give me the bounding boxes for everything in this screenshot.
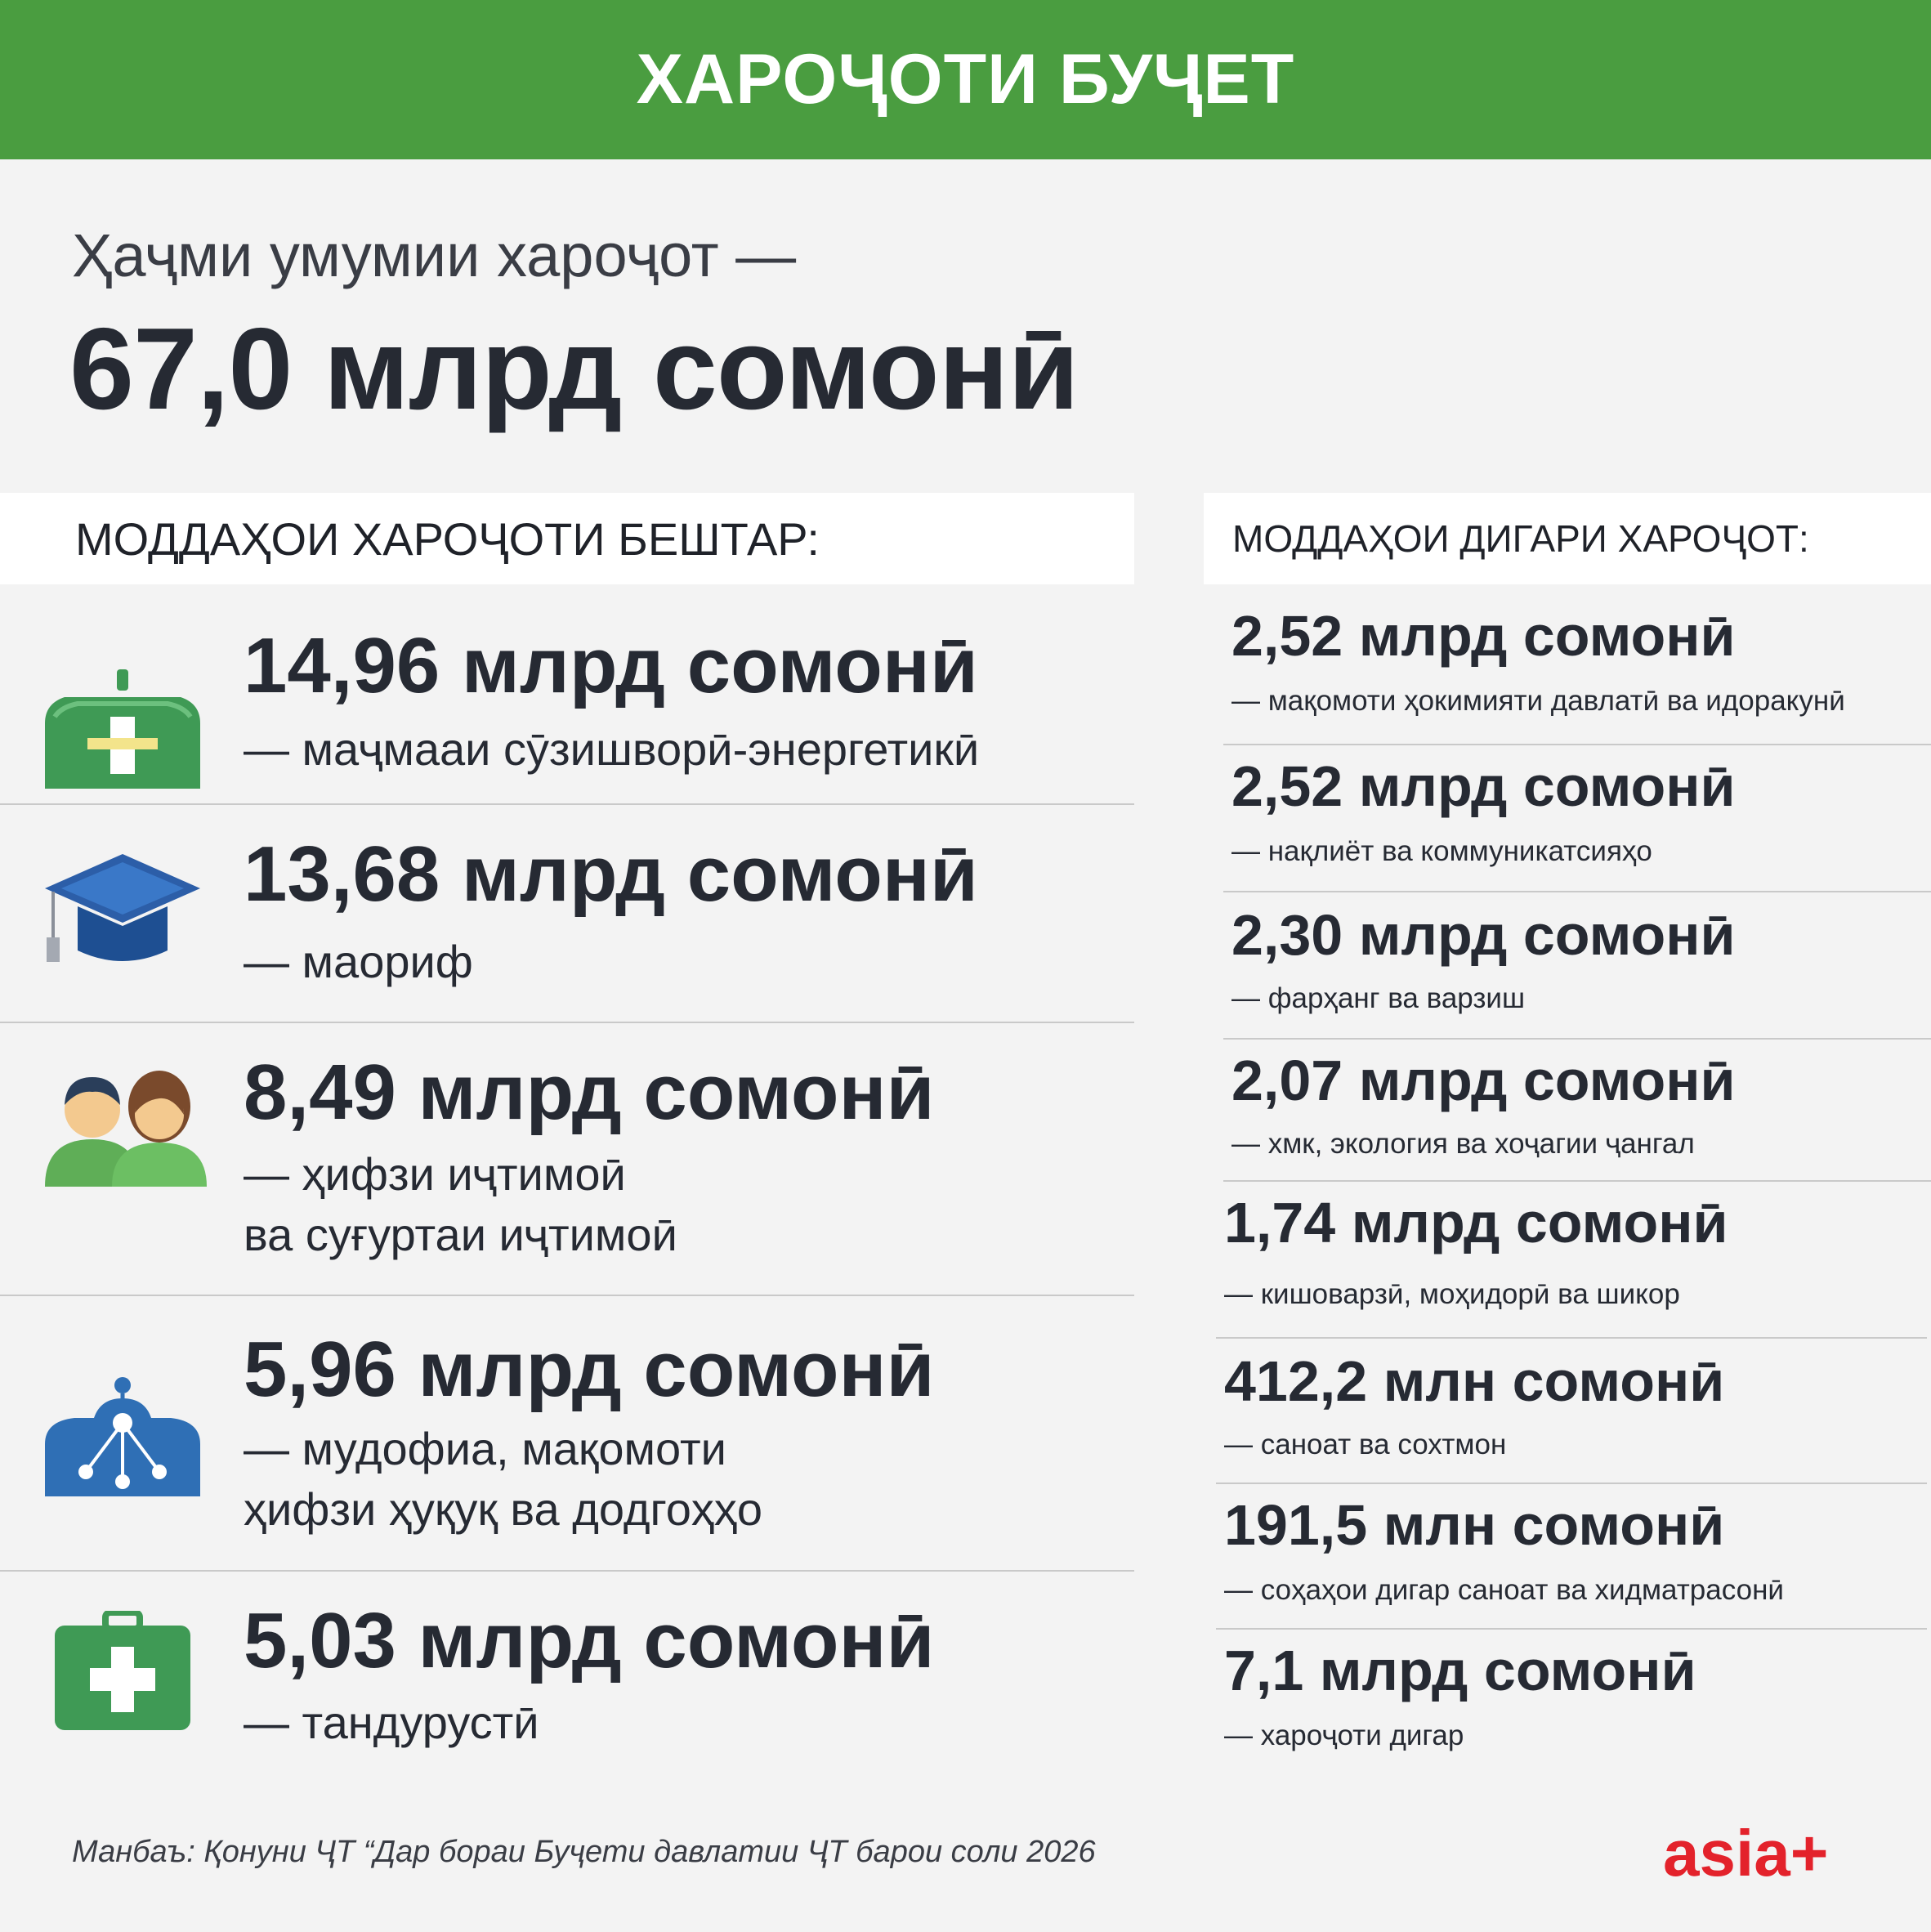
item-value: 8,49 млрд сомонӣ	[244, 1049, 935, 1136]
item-value: 191,5 млн сомонӣ	[1224, 1493, 1725, 1557]
item-description-line2: ҳифзи ҳуқуқ ва додгоҳҳо	[244, 1483, 763, 1535]
other-section-heading: МОДДАҲОИ ДИГАРИ ХАРОҶОТ:	[1232, 517, 1809, 560]
graduation-cap-icon	[45, 854, 200, 962]
item-description: — нақлиёт ва коммуникатсияҳо	[1231, 835, 1652, 867]
main-item: 13,68 млрд сомонӣ — маориф	[0, 805, 1134, 1023]
total-label: Ҳаҷми умумии хароҷот —	[72, 221, 797, 289]
item-description: — хароҷоти дигар	[1224, 1720, 1464, 1751]
item-description: — фарҳанг ва варзиш	[1231, 982, 1526, 1014]
item-description: — маҷмааи сӯзишворӣ-энергетикӣ	[244, 723, 980, 775]
item-value: 14,96 млрд сомонӣ	[244, 622, 978, 709]
main-item: 5,96 млрд сомонӣ — мудофиа, мақомоти ҳиф…	[0, 1296, 1134, 1572]
page-title: ХАРОҶОТИ БУҶЕТ	[636, 40, 1295, 119]
item-value: 2,52 млрд сомонӣ	[1231, 604, 1736, 668]
item-value: 2,30 млрд сомонӣ	[1231, 903, 1736, 967]
item-description: — хмк, экология ва хоҷагии ҷангал	[1231, 1128, 1695, 1160]
item-description: — мақомоти ҳокимияти давлатӣ ва идоракун…	[1231, 685, 1845, 717]
other-item: 2,07 млрд сомонӣ — хмк, экология ва хоҷа…	[1223, 1040, 1931, 1182]
item-description: — маориф	[244, 936, 473, 987]
item-description-line2: ва суғуртаи иҷтимоӣ	[244, 1209, 677, 1260]
other-item: 2,52 млрд сомонӣ — мақомоти ҳокимияти да…	[1223, 588, 1931, 745]
main-item: 8,49 млрд сомонӣ — ҳифзи иҷтимоӣ ва суғу…	[0, 1023, 1134, 1296]
item-value: 5,96 млрд сомонӣ	[244, 1326, 935, 1413]
item-description: — соҳаҳои дигар саноат ва хидматрасонӣ	[1224, 1574, 1784, 1606]
item-value: 1,74 млрд сомонӣ	[1224, 1191, 1728, 1254]
energy-case-icon	[45, 669, 200, 789]
item-value: 7,1 млрд сомонӣ	[1224, 1639, 1696, 1702]
other-item: 412,2 млн сомонӣ — саноат ва сохтмон	[1216, 1339, 1927, 1484]
main-item: 14,96 млрд сомонӣ — маҷмааи сӯзишворӣ-эн…	[0, 584, 1134, 805]
item-value: 412,2 млн сомонӣ	[1224, 1349, 1725, 1413]
item-value: 2,07 млрд сомонӣ	[1231, 1049, 1736, 1112]
people-icon	[45, 1071, 207, 1187]
item-value: 13,68 млрд сомонӣ	[244, 830, 978, 918]
source-note: Манбаъ: Қонуни ҶТ “Дар бораи Буҷети давл…	[72, 1835, 1096, 1869]
other-item: 191,5 млн сомонӣ — соҳаҳои дигар саноат …	[1216, 1484, 1927, 1630]
brand-logo: asia+	[1663, 1817, 1829, 1890]
other-item: 1,74 млрд сомонӣ — кишоварзӣ, моҳидорӣ в…	[1216, 1182, 1927, 1339]
item-description-line1: — ҳифзи иҷтимоӣ	[244, 1148, 626, 1200]
total-value: 67,0 млрд сомонӣ	[69, 304, 1079, 434]
item-description: — тандурустӣ	[244, 1697, 539, 1748]
other-section-heading-bar: МОДДАҲОИ ДИГАРИ ХАРОҶОТ:	[1204, 493, 1931, 584]
other-item: 7,1 млрд сомонӣ — хароҷоти дигар	[1216, 1630, 1927, 1769]
item-description-line1: — мудофиа, мақомоти	[244, 1423, 726, 1474]
first-aid-kit-icon	[55, 1611, 190, 1730]
item-value: 5,03 млрд сомонӣ	[244, 1597, 935, 1684]
main-item: 5,03 млрд сомонӣ — тандурустӣ	[0, 1572, 1134, 1760]
main-section-heading: МОДДАҲОИ ХАРОҶОТИ БЕШТАР:	[75, 512, 820, 565]
item-value: 2,52 млрд сомонӣ	[1231, 754, 1736, 818]
item-description: — кишоварзӣ, моҳидорӣ ва шикор	[1224, 1278, 1680, 1310]
page-header: ХАРОҶОТИ БУҶЕТ	[0, 0, 1931, 159]
other-item: 2,30 млрд сомонӣ — фарҳанг ва варзиш	[1223, 892, 1931, 1040]
item-description: — саноат ва сохтмон	[1224, 1429, 1507, 1460]
main-section-heading-bar: МОДДАҲОИ ХАРОҶОТИ БЕШТАР:	[0, 493, 1134, 584]
other-item: 2,52 млрд сомонӣ — нақлиёт ва коммуникат…	[1223, 745, 1931, 892]
network-icon	[45, 1377, 200, 1496]
